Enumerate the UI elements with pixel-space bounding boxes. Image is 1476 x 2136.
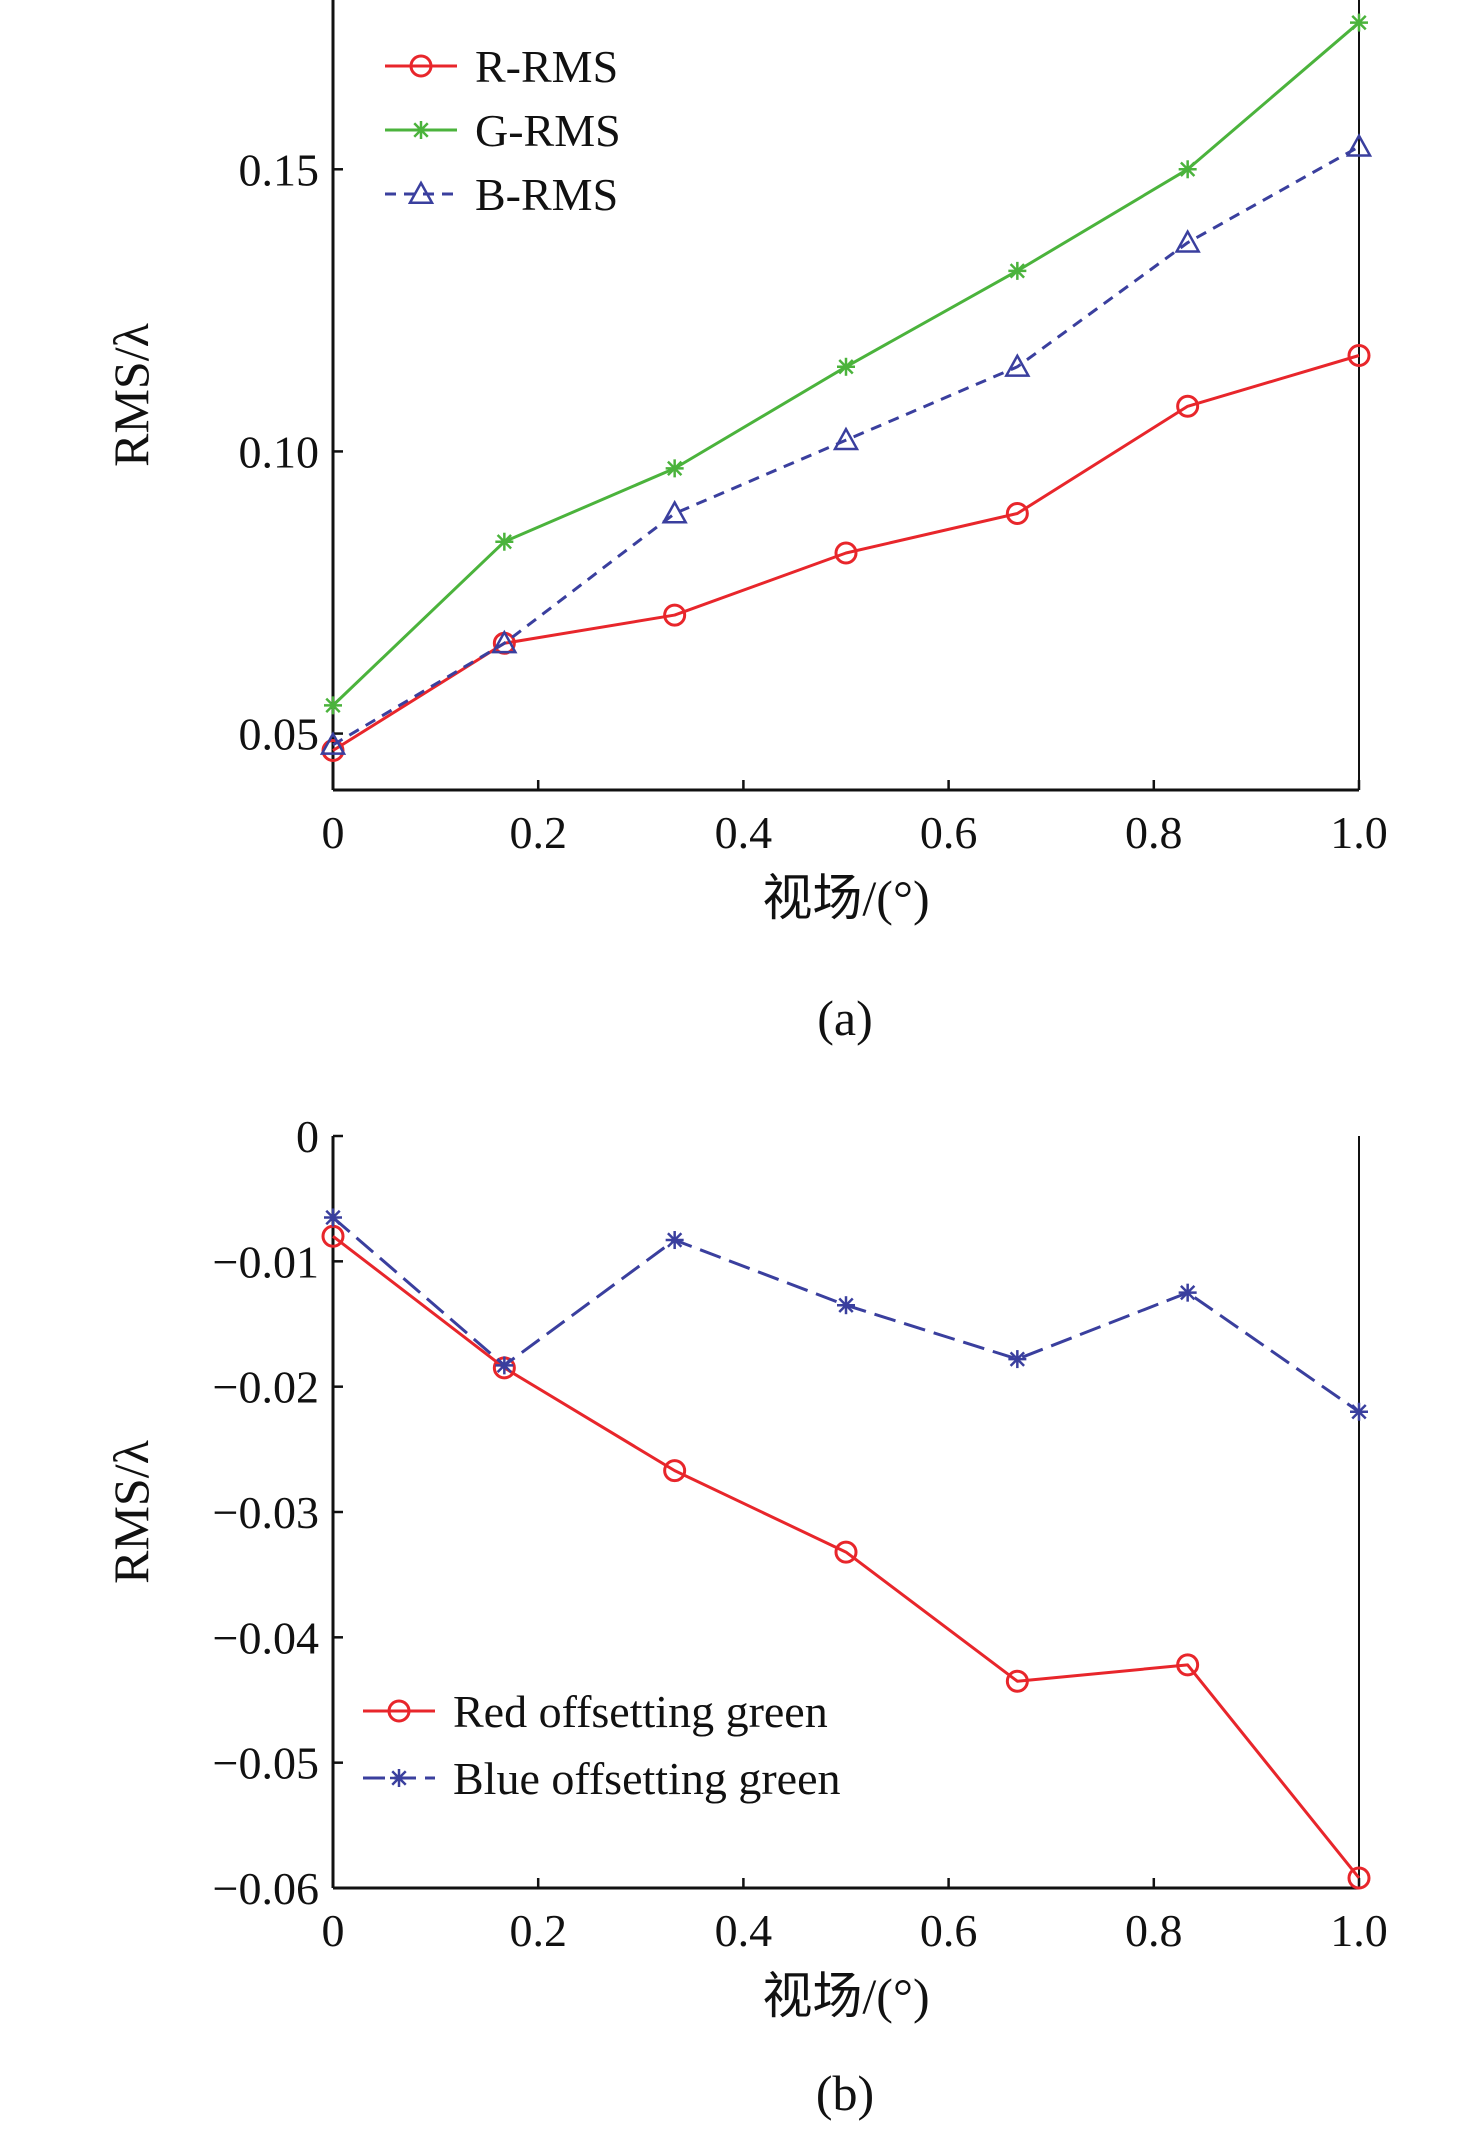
- chart-a-legend-2-marker: [407, 180, 435, 205]
- chart-b-y-tick-label: −0.02: [213, 1362, 319, 1413]
- chart-a-y-tick-label: 0.15: [239, 144, 320, 195]
- chart-a-series-1-point: [1008, 261, 1027, 280]
- chart-a-series-1-point: [495, 532, 514, 551]
- chart-a: 0 0.2 0.4 0.6 0.8 1.0 0.05 0.10 0.15 视场/(°) RMS/λ R…: [103, 0, 1388, 926]
- chart-b-legend-1-marker: [390, 1769, 408, 1787]
- chart-a-legend-1-label: G-RMS: [475, 105, 621, 156]
- chart-a-series-2-point: [1174, 229, 1201, 253]
- chart-a-x-axis-title: 视场/(°): [762, 870, 929, 926]
- caption-b: (b): [816, 2065, 874, 2121]
- chart-a-series-0-point: [663, 603, 687, 627]
- chart-b-x-axis-title: 视场/(°): [762, 1968, 929, 2024]
- chart-a-series-1-point: [837, 357, 855, 376]
- chart-a-series-0-point: [1005, 502, 1029, 525]
- chart-a-legend-1-marker-stroke-d2: [413, 122, 429, 138]
- chart-a-x-tick-label: 0.6: [920, 807, 978, 858]
- chart-b-y-axis-title: RMS/λ: [103, 1440, 159, 1584]
- chart-b-series-1-point: [1178, 1283, 1197, 1302]
- chart-a-x-tick-label: 1.0: [1330, 807, 1388, 858]
- chart-a-series-2-point: [661, 499, 688, 524]
- chart-a-series-2-point: [491, 629, 518, 654]
- chart-b-series-1-point: [665, 1231, 684, 1250]
- chart-b-legend-0-marker: [387, 1699, 411, 1723]
- chart-b-x-tick-label: 0.4: [715, 1905, 773, 1956]
- chart-a-series-1-point-stroke-d2: [1180, 161, 1196, 177]
- chart-a-series-2-point: [1004, 353, 1031, 377]
- chart-a-series-2-point: [832, 426, 860, 451]
- chart-a-series-2-point: [319, 731, 347, 755]
- chart-b-series-1-point: [495, 1356, 514, 1375]
- chart-a-series-2-point: [1345, 133, 1373, 157]
- chart-b-series-0-point: [663, 1459, 687, 1483]
- chart-b-x-tick-label: 0.6: [920, 1905, 978, 1956]
- chart-b-x-tick-label: 0: [322, 1905, 345, 1956]
- chart-a-legend-0-marker: [409, 54, 433, 78]
- chart-a-legend-0-label: R-RMS: [475, 41, 618, 92]
- chart-b-x-tick-label: 0.2: [509, 1905, 567, 1956]
- chart-a-y-axis-title: RMS/λ: [103, 323, 159, 467]
- chart-b-series-1-point-stroke-d2: [1180, 1285, 1196, 1301]
- chart-b-y-tick-label: −0.04: [213, 1612, 319, 1663]
- chart-b-series-0-point: [1347, 1866, 1371, 1890]
- chart-a-series-1-point-stroke-d2: [667, 460, 683, 476]
- chart-a-y-tick-label: 0.10: [239, 426, 320, 477]
- chart-b-series-1-point-stroke-d2: [838, 1297, 854, 1313]
- chart-a-series-1-point: [1178, 160, 1197, 179]
- chart-b-series-0-point: [1176, 1653, 1200, 1677]
- chart-b-series-1-point: [837, 1296, 855, 1315]
- chart-a-x-tick-label: 0.2: [509, 807, 567, 858]
- chart-b-x-tick-label: 1.0: [1330, 1905, 1388, 1956]
- chart-b-series-0-point: [1005, 1669, 1029, 1693]
- chart-b-y-tick-label: −0.01: [213, 1236, 319, 1287]
- chart-b-legend-0-label: Red offsetting green: [453, 1686, 828, 1737]
- chart-a-series-0-line: [332, 354, 1360, 752]
- chart-b-series-1-point-stroke-d2: [1351, 1404, 1367, 1420]
- chart-a-series-0-point: [1347, 344, 1371, 367]
- chart-b-series-1-point: [324, 1208, 342, 1227]
- chart-a-y-tick-label: 0.05: [239, 709, 320, 760]
- chart-b: 0 0.2 0.4 0.6 0.8 1.0 0 −0.01 −0.02 −0.03 −0.04 −0.…: [103, 1111, 1388, 2024]
- chart-a-series-2-line: [332, 145, 1360, 747]
- chart-a-series-1-point-stroke-d2: [1009, 263, 1025, 279]
- chart-b-x-tick-label: 0.8: [1125, 1905, 1183, 1956]
- chart-b-series-1-point-stroke-d2: [667, 1232, 683, 1248]
- chart-a-x-tick-label: 0.8: [1125, 807, 1183, 858]
- chart-a-series-1-point: [324, 696, 342, 715]
- chart-a-series-1-point-stroke-d2: [496, 534, 512, 550]
- caption-a: (a): [817, 990, 873, 1046]
- chart-a-series-1-point-stroke-d2: [325, 697, 341, 713]
- chart-b-y-tick-label: −0.03: [213, 1487, 319, 1538]
- chart-b-series-1-point-stroke-d2: [1009, 1351, 1025, 1367]
- chart-a-legend-2-label: B-RMS: [475, 169, 618, 220]
- chart-b-y-tick-label: −0.05: [213, 1738, 319, 1789]
- chart-b-series-1-point: [1350, 1402, 1368, 1421]
- chart-b-series-1-point-stroke-d2: [496, 1357, 512, 1373]
- chart-a-x-tick-label: 0.4: [715, 807, 773, 858]
- chart-b-series-1-point-stroke-d2: [325, 1209, 341, 1226]
- chart-a-series-0-point: [834, 541, 858, 565]
- chart-b-y-tick-label: −0.06: [213, 1863, 319, 1914]
- chart-a-series-1-point-stroke-d2: [838, 359, 854, 375]
- chart-a-series-1-point-stroke-d2: [1351, 14, 1367, 31]
- chart-a-series-1-point: [1350, 13, 1368, 32]
- chart-b-series-1-line: [332, 1216, 1360, 1413]
- chart-b-series-0-point: [834, 1540, 858, 1564]
- chart-b-legend-1-label: Blue offsetting green: [453, 1753, 841, 1804]
- chart-b-series-1-point: [1008, 1350, 1027, 1369]
- chart-a-series-1-point: [665, 459, 684, 478]
- chart-b-legend-1-marker-stroke-d2: [391, 1770, 407, 1786]
- chart-a-series-0-point: [1176, 394, 1200, 418]
- chart-b-y-tick-label: 0: [296, 1111, 319, 1162]
- chart-a-x-tick-label: 0: [322, 807, 345, 858]
- chart-a-legend-1-marker: [412, 121, 430, 139]
